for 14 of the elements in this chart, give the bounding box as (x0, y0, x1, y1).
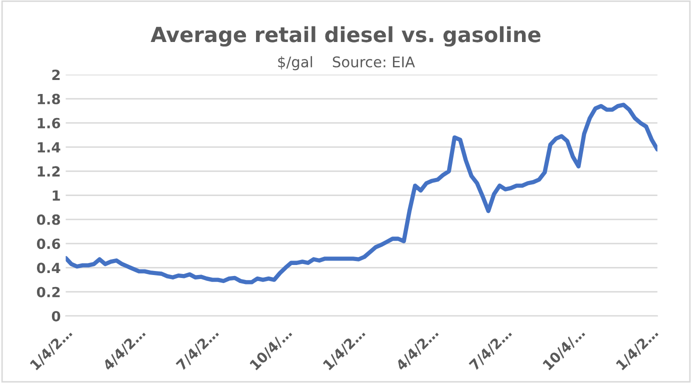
y-tick-label: 1.4 (38, 142, 60, 152)
chart-subtitle: $/gal Source: EIA (278, 56, 415, 70)
chart-title: Average retail diesel vs. gasoline (150, 26, 540, 47)
y-tick-label: 1.2 (38, 166, 60, 176)
y-tick-label: 0.6 (36, 238, 60, 250)
y-tick-label: 0.8 (36, 214, 60, 225)
y-tick-label: 0.4 (36, 262, 60, 274)
y-tick-label: 0 (52, 310, 60, 322)
y-tick-label: 2 (52, 70, 60, 80)
y-tick-label: 1 (52, 190, 60, 201)
line-series (66, 102, 658, 284)
y-tick-label: 1.6 (38, 118, 60, 128)
y-tick-label: 1.8 (38, 94, 60, 104)
y-tick-label: 0.2 (36, 286, 60, 298)
